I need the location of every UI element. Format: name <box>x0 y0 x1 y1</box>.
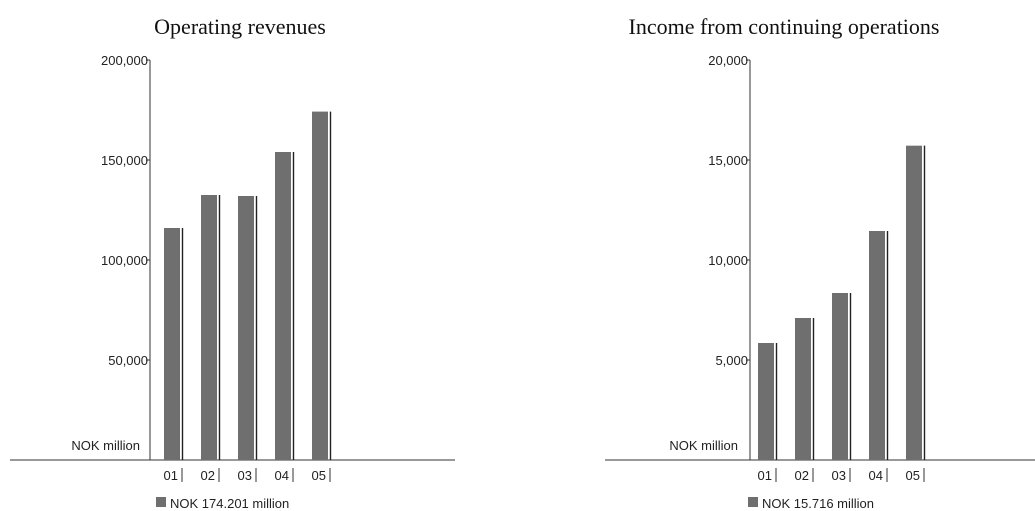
y-tick-label: 150,000 <box>101 153 148 168</box>
x-tick-label: 03 <box>238 468 252 483</box>
legend-swatch <box>748 497 758 507</box>
x-tick-label: 01 <box>758 468 772 483</box>
y-tick-label: 5,000 <box>715 353 748 368</box>
x-tick-label: 02 <box>201 468 215 483</box>
x-tick-label: 05 <box>312 468 326 483</box>
bar-01 <box>164 228 180 460</box>
legend-swatch <box>156 497 166 507</box>
chart-income-continuing-operations-svg: Income from continuing operations NOK mi… <box>605 14 1035 511</box>
unit-label: NOK million <box>669 438 738 453</box>
bar-02 <box>201 195 217 460</box>
chart-income-continuing-operations: Income from continuing operations NOK mi… <box>520 0 1035 511</box>
bar-03 <box>832 293 848 460</box>
legend-label: NOK 15.716 million <box>762 496 874 511</box>
x-tick-label: 01 <box>164 468 178 483</box>
x-tick-label: 05 <box>906 468 920 483</box>
bar-01 <box>758 343 774 460</box>
x-tick-label: 02 <box>795 468 809 483</box>
unit-label: NOK million <box>71 438 140 453</box>
y-tick-label: 200,000 <box>101 53 148 68</box>
x-tick-label: 04 <box>869 468 883 483</box>
chart-operating-revenues: Operating revenues NOK million NOK 174.2… <box>10 14 455 511</box>
x-tick-label: 04 <box>275 468 289 483</box>
y-tick-label: 100,000 <box>101 253 148 268</box>
y-tick-label: 50,000 <box>108 353 148 368</box>
bar-03 <box>238 196 254 460</box>
bar-04 <box>275 152 291 460</box>
chart-title: Operating revenues <box>154 14 326 39</box>
chart-title: Income from continuing operations <box>629 14 940 39</box>
x-tick-label: 03 <box>832 468 846 483</box>
y-tick-label: 20,000 <box>708 53 748 68</box>
y-tick-label: 15,000 <box>708 153 748 168</box>
chart-operating-revenues-svg: Operating revenues NOK million NOK 174.2… <box>10 14 455 511</box>
bar-04 <box>869 231 885 460</box>
legend-label: NOK 174.201 million <box>170 496 289 511</box>
bar-05 <box>906 145 922 460</box>
y-tick-label: 10,000 <box>708 253 748 268</box>
bar-05 <box>312 111 328 461</box>
bar-02 <box>795 318 811 460</box>
